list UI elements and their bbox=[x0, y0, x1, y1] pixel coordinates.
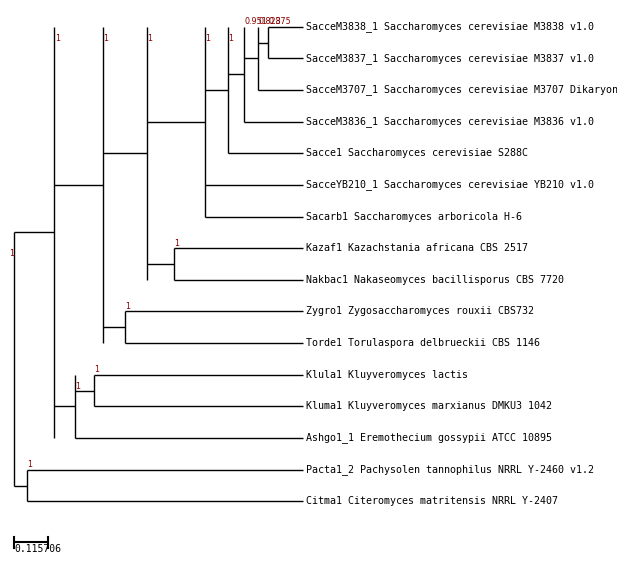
Text: Torde1 Torulaspora delbrueckii CBS 1146: Torde1 Torulaspora delbrueckii CBS 1146 bbox=[305, 338, 540, 348]
Text: Klula1 Kluyveromyces lactis: Klula1 Kluyveromyces lactis bbox=[305, 370, 468, 380]
Text: Ashgo1_1 Eremothecium gossypii ATCC 10895: Ashgo1_1 Eremothecium gossypii ATCC 1089… bbox=[305, 432, 552, 444]
Text: Kluma1 Kluyveromyces marxianus DMKU3 1042: Kluma1 Kluyveromyces marxianus DMKU3 104… bbox=[305, 401, 552, 411]
Text: Citma1 Citeromyces matritensis NRRL Y-2407: Citma1 Citeromyces matritensis NRRL Y-24… bbox=[305, 496, 558, 507]
Text: 1: 1 bbox=[27, 460, 32, 469]
Text: SacceM3836_1 Saccharomyces cerevisiae M3836 v1.0: SacceM3836_1 Saccharomyces cerevisiae M3… bbox=[305, 116, 594, 127]
Text: 1: 1 bbox=[55, 33, 60, 42]
Text: Sacarb1 Saccharomyces arboricola H-6: Sacarb1 Saccharomyces arboricola H-6 bbox=[305, 212, 521, 221]
Text: 0.115706: 0.115706 bbox=[14, 543, 61, 554]
Text: Sacce1 Saccharomyces cerevisiae S288C: Sacce1 Saccharomyces cerevisiae S288C bbox=[305, 148, 528, 158]
Text: Kazaf1 Kazachstania africana CBS 2517: Kazaf1 Kazachstania africana CBS 2517 bbox=[305, 243, 528, 253]
Text: 0.951: 0.951 bbox=[244, 17, 267, 26]
Text: SacceYB210_1 Saccharomyces cerevisiae YB210 v1.0: SacceYB210_1 Saccharomyces cerevisiae YB… bbox=[305, 179, 594, 190]
Text: 1: 1 bbox=[174, 238, 179, 247]
Text: Nakbac1 Nakaseomyces bacillisporus CBS 7720: Nakbac1 Nakaseomyces bacillisporus CBS 7… bbox=[305, 275, 563, 285]
Text: 1: 1 bbox=[103, 33, 108, 42]
Text: Zygro1 Zygosaccharomyces rouxii CBS732: Zygro1 Zygosaccharomyces rouxii CBS732 bbox=[305, 306, 534, 316]
Text: 0.828: 0.828 bbox=[259, 17, 281, 26]
Text: 1: 1 bbox=[94, 365, 99, 374]
Text: 1: 1 bbox=[205, 33, 210, 42]
Text: SacceM3707_1 Saccharomyces cerevisiae M3707 Dikaryon: SacceM3707_1 Saccharomyces cerevisiae M3… bbox=[305, 84, 617, 96]
Text: 1: 1 bbox=[9, 248, 14, 258]
Text: 1: 1 bbox=[75, 381, 80, 391]
Text: SacceM3837_1 Saccharomyces cerevisiae M3837 v1.0: SacceM3837_1 Saccharomyces cerevisiae M3… bbox=[305, 53, 594, 64]
Text: 1: 1 bbox=[125, 302, 130, 311]
Text: 1: 1 bbox=[147, 33, 152, 42]
Text: 0.375: 0.375 bbox=[268, 17, 291, 26]
Text: SacceM3838_1 Saccharomyces cerevisiae M3838 v1.0: SacceM3838_1 Saccharomyces cerevisiae M3… bbox=[305, 22, 594, 32]
Text: Pacta1_2 Pachysolen tannophilus NRRL Y-2460 v1.2: Pacta1_2 Pachysolen tannophilus NRRL Y-2… bbox=[305, 464, 594, 475]
Text: 1: 1 bbox=[228, 33, 233, 42]
